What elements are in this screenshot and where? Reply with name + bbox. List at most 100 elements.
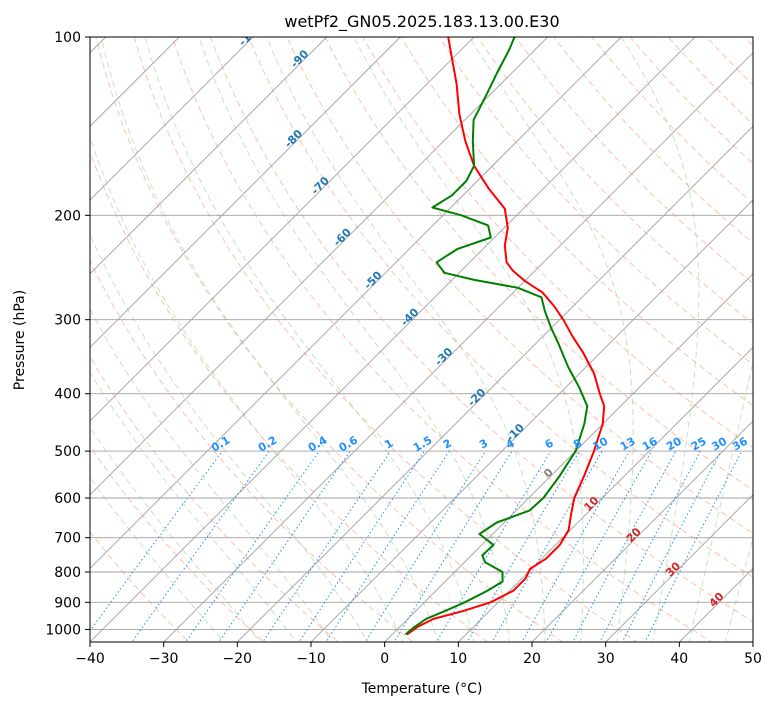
chart-title: wetPf2_GN05.2025.183.13.00.E30 xyxy=(284,12,559,32)
mixing-ratio-line xyxy=(572,450,677,642)
dry-adiabat xyxy=(705,37,753,86)
moist-adiabat xyxy=(90,426,261,642)
plot-frame xyxy=(89,36,754,643)
dry-adiabat-label: -60 xyxy=(331,226,354,249)
y-tick-label: 600 xyxy=(54,491,81,507)
isotherm-line xyxy=(0,10,59,654)
moist-adiabat-label: 40 xyxy=(707,590,727,610)
dry-adiabat xyxy=(90,356,340,642)
y-tick-label: 1000 xyxy=(45,622,81,638)
x-axis-ticks: −40 −30 −20 −10 0 10 20 30 40 50 xyxy=(75,642,762,667)
x-tick-label: 0 xyxy=(380,651,389,667)
dry-adiabat-label: -80 xyxy=(282,127,305,150)
dry-adiabat xyxy=(591,37,753,204)
mixing-ratio-line xyxy=(644,450,743,642)
x-tick-label: −30 xyxy=(149,651,179,667)
mixing-ratio-line xyxy=(262,450,392,642)
background-curves xyxy=(90,24,775,654)
dry-adiabat xyxy=(90,445,265,642)
dry-adiabat-label: -50 xyxy=(361,268,384,291)
mixing-ratio-line xyxy=(435,450,552,642)
mixing-ratio-line xyxy=(131,450,270,642)
dry-adiabat xyxy=(770,24,775,654)
dry-adiabat-label: -40 xyxy=(398,305,421,328)
plot-area: 0.1 0.2 0.4 0.6 1 1.5 2 3 4 6 8 10 13 16 20 25 30 36-100-… xyxy=(0,10,775,654)
moist-adiabat xyxy=(198,37,510,642)
moist-adiabat-label: 20 xyxy=(624,525,644,545)
x-tick-label: 10 xyxy=(449,651,467,667)
isotherm-line xyxy=(90,37,328,275)
moist-adiabat xyxy=(144,37,475,642)
isotherm-line xyxy=(678,567,753,642)
y-tick-label: 100 xyxy=(54,30,81,46)
isotherm-line xyxy=(90,37,475,422)
mixing-ratio-line xyxy=(218,450,351,642)
moist-adiabat xyxy=(90,232,369,642)
moist-adiabat xyxy=(620,37,700,642)
moist-adiabat xyxy=(759,37,775,654)
moist-adiabat xyxy=(353,37,584,642)
isotherm-line xyxy=(90,37,549,496)
isotherm-line xyxy=(457,346,753,642)
mixing-ratio-label: 2 xyxy=(441,437,454,452)
mixing-ratio-line xyxy=(298,450,425,642)
y-tick-label: 400 xyxy=(54,387,81,403)
mixing-ratio-lines xyxy=(90,450,743,642)
mixing-ratio-line xyxy=(364,450,486,642)
isotherm-line xyxy=(90,37,254,201)
moist-adiabat xyxy=(688,358,753,642)
moist-adiabat xyxy=(725,536,753,642)
moist-adiabat xyxy=(469,37,634,642)
dewpoint-line xyxy=(404,37,589,636)
moist-adiabat-label: 10 xyxy=(581,494,601,514)
moist-adiabat xyxy=(266,37,546,642)
x-tick-label: 40 xyxy=(670,651,688,667)
x-tick-label: 50 xyxy=(744,651,762,667)
dry-adiabat xyxy=(133,37,638,642)
mixing-ratio-line xyxy=(325,450,450,642)
isotherm-line xyxy=(752,641,753,642)
y-tick-label: 500 xyxy=(54,444,81,460)
isotherm-line xyxy=(531,420,753,642)
x-tick-label: −10 xyxy=(296,651,326,667)
x-tick-label: 20 xyxy=(523,651,541,667)
mixing-ratio-line xyxy=(599,450,701,642)
x-tick-label: −20 xyxy=(223,651,253,667)
profile-lines xyxy=(404,37,606,636)
mixing-ratio-line xyxy=(393,450,513,642)
dry-adiabat xyxy=(95,37,564,642)
dry-adiabat xyxy=(90,150,489,642)
dry-adiabat xyxy=(362,37,753,449)
y-tick-label: 200 xyxy=(54,208,81,224)
mixing-ratio-label: 3 xyxy=(477,437,490,452)
isotherm-line xyxy=(90,37,180,127)
dry-adiabat xyxy=(553,37,753,244)
dry-adiabat xyxy=(438,37,753,366)
dry-adiabat xyxy=(248,37,753,578)
x-axis-label: Temperature (°C) xyxy=(361,681,483,697)
dry-adiabat xyxy=(400,37,753,407)
isotherm-line xyxy=(90,37,401,348)
dry-adiabat xyxy=(90,531,190,642)
isotherm-line xyxy=(90,37,622,570)
y-tick-label: 700 xyxy=(54,531,81,547)
dry-adiabat xyxy=(515,37,753,284)
y-axis-label: Pressure (hPa) xyxy=(12,290,28,390)
y-tick-label: 800 xyxy=(54,565,81,581)
dry-adiabat xyxy=(90,259,414,642)
dry-adiabat xyxy=(629,37,753,165)
mixing-ratio-line xyxy=(545,450,653,642)
moist-adiabat xyxy=(100,37,440,642)
isotherm-grid xyxy=(0,10,753,654)
isotherm-line xyxy=(90,37,696,642)
moist-adiabat xyxy=(90,476,225,642)
y-axis-ticks: 1000 900 800 700 600 500 400 300 200 100 xyxy=(45,30,90,638)
isotherm-line xyxy=(236,125,753,642)
dry-adiabat-label: -30 xyxy=(432,345,455,368)
temperature-line xyxy=(406,37,606,636)
dry-adiabat-label: -70 xyxy=(309,174,332,197)
moist-adiabat xyxy=(90,308,333,642)
y-tick-label: 900 xyxy=(54,595,81,611)
dry-adiabat xyxy=(324,37,753,491)
